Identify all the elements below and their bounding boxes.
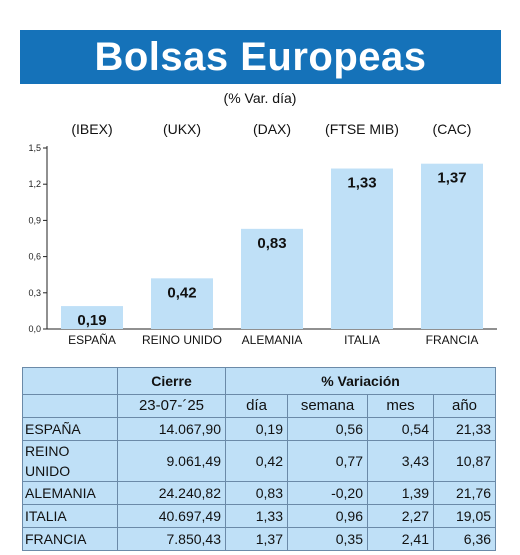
bar — [421, 163, 483, 329]
bar-value-label: 1,33 — [347, 175, 376, 192]
bar-value-label: 0,83 — [257, 235, 286, 252]
cierre-cell: 40.697,49 — [117, 504, 226, 528]
col-dia-header: día — [225, 394, 288, 418]
mes-cell: 1,39 — [367, 481, 434, 505]
bar-value-label: 1,37 — [437, 170, 466, 187]
table-row: ALEMANIA 24.240,82 0,83 -0,20 1,39 21,76 — [22, 481, 497, 505]
y-tick-label: 0,0 — [28, 324, 41, 334]
cierre-cell: 9.061,49 — [117, 440, 226, 482]
dia-cell: 0,83 — [225, 481, 288, 505]
index-label: (CAC) — [433, 121, 472, 137]
y-tick-label: 1,2 — [28, 179, 41, 189]
dia-cell: 0,42 — [225, 440, 288, 482]
table-row: FRANCIA 7.850,43 1,37 0,35 2,41 6,36 — [22, 527, 497, 551]
index-label: (DAX) — [253, 121, 291, 137]
header-banner: Bolsas Europeas — [20, 30, 501, 84]
bar — [61, 306, 123, 329]
table-row: REINO UNIDO 9.061,49 0,42 0,77 3,43 10,87 — [22, 440, 497, 482]
index-label: (IBEX) — [71, 121, 112, 137]
semana-cell: 0,56 — [287, 417, 368, 441]
col-mes-header: mes — [367, 394, 434, 418]
bar-value-label: 0,42 — [167, 284, 196, 301]
country-cell: REINO UNIDO — [22, 440, 118, 482]
category-label: ITALIA — [344, 333, 380, 347]
cierre-cell: 14.067,90 — [117, 417, 226, 441]
y-tick-label: 0,9 — [28, 215, 41, 225]
page-title: Bolsas Europeas — [94, 35, 427, 79]
variacion-header: % Variación — [224, 367, 497, 395]
dia-cell: 1,37 — [225, 527, 288, 551]
table-header-row: Cierre % Variación — [22, 367, 497, 395]
mes-cell: 3,43 — [367, 440, 434, 482]
date-header: 23-07-´25 — [117, 394, 226, 418]
semana-cell: 0,96 — [287, 504, 368, 528]
table-row: ITALIA 40.697,49 1,33 0,96 2,27 19,05 — [22, 504, 497, 528]
y-tick-label: 0,3 — [28, 288, 41, 298]
index-table: Cierre % Variación 23-07-´25 día semana … — [22, 367, 497, 551]
mes-cell: 0,54 — [367, 417, 434, 441]
country-cell: ESPAÑA — [22, 417, 118, 441]
country-cell: ITALIA — [22, 504, 118, 528]
col-semana-header: semana — [287, 394, 368, 418]
semana-cell: 0,35 — [287, 527, 368, 551]
table-row: ESPAÑA 14.067,90 0,19 0,56 0,54 21,33 — [22, 417, 497, 441]
mes-cell: 2,41 — [367, 527, 434, 551]
index-label: (FTSE MIB) — [325, 121, 399, 137]
dia-cell: 1,33 — [225, 504, 288, 528]
mes-cell: 2,27 — [367, 504, 434, 528]
bar — [151, 278, 213, 329]
cierre-header: Cierre — [117, 367, 226, 395]
semana-cell: -0,20 — [287, 481, 368, 505]
corner-cell — [22, 367, 118, 395]
semana-cell: 0,77 — [287, 440, 368, 482]
chart-subtitle: (% Var. día) — [223, 90, 297, 106]
dia-cell: 0,19 — [225, 417, 288, 441]
ano-cell: 21,33 — [432, 417, 497, 441]
category-label: ALEMANIA — [242, 333, 303, 347]
bar-chart: 0,0 0,3 0,6 0,9 1,2 1,5 0,19 ESPAÑA (IBEX) 0,42 RE… — [28, 121, 497, 347]
category-label: FRANCIA — [426, 333, 479, 347]
y-tick-label: 0,6 — [28, 252, 41, 262]
index-label: (UKX) — [163, 121, 201, 137]
corner-cell — [22, 394, 118, 418]
bar-value-label: 0,19 — [77, 312, 106, 329]
bar — [241, 228, 303, 329]
y-tick-label: 1,5 — [28, 143, 41, 153]
category-label: ESPAÑA — [68, 333, 116, 347]
bar — [331, 168, 393, 329]
category-label: REINO UNIDO — [142, 333, 222, 347]
ano-cell: 10,87 — [432, 440, 497, 482]
cierre-cell: 7.850,43 — [117, 527, 226, 551]
cierre-cell: 24.240,82 — [117, 481, 226, 505]
ano-cell: 21,76 — [432, 481, 497, 505]
country-cell: ALEMANIA — [22, 481, 118, 505]
ano-cell: 6,36 — [432, 527, 497, 551]
table-subheader-row: 23-07-´25 día semana mes año — [22, 394, 497, 418]
country-cell: FRANCIA — [22, 527, 118, 551]
col-ano-header: año — [432, 394, 497, 418]
ano-cell: 19,05 — [432, 504, 497, 528]
